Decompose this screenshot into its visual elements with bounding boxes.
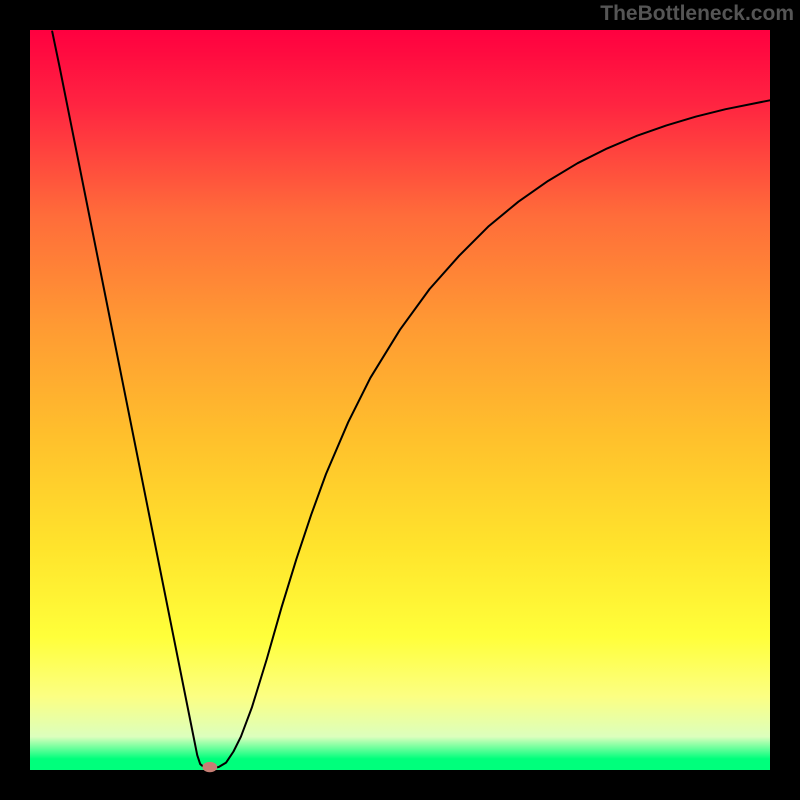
chart-container: TheBottleneck.com [0, 0, 800, 800]
minimum-marker [202, 762, 217, 772]
watermark-text: TheBottleneck.com [600, 2, 794, 26]
plot-background [30, 30, 770, 770]
bottleneck-chart [0, 0, 800, 800]
